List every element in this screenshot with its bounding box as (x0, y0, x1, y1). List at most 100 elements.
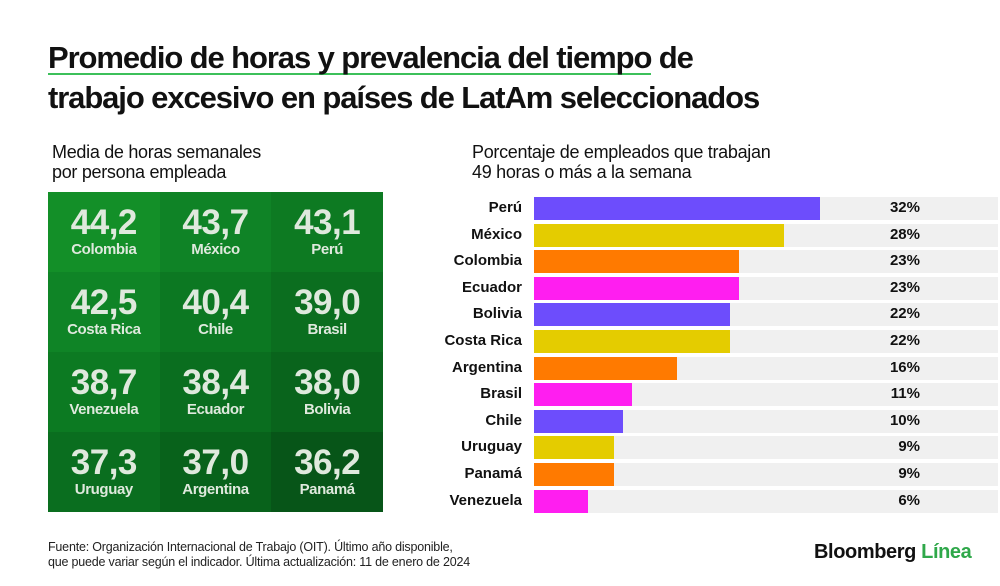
bar (534, 489, 588, 513)
hours-value: 38,7 (70, 363, 138, 402)
hours-cell: 37,0 Argentina (159, 432, 272, 512)
hours-country: Uruguay (74, 481, 133, 498)
title-line1-rest: de (651, 40, 694, 75)
source-line1: Fuente: Organización Internacional de Tr… (48, 540, 453, 554)
bar-row: Ecuador 23% (430, 276, 1000, 300)
hours-value: 36,2 (294, 443, 361, 482)
bar (534, 409, 624, 433)
hours-value: 40,4 (182, 283, 249, 322)
hours-cell: 43,7 México (159, 192, 272, 272)
bar (534, 330, 731, 353)
bar-category-label: Argentina (451, 358, 522, 376)
hours-cell: 37,3 Uruguay (48, 432, 160, 512)
bar-category-label: México (471, 225, 522, 243)
hours-value: 42,5 (70, 283, 138, 322)
bar-value-label: 28% (889, 225, 920, 243)
bar-value-label: 22% (889, 305, 920, 323)
bloomberg-linea-logo: Bloomberg Línea (814, 541, 972, 564)
hours-cell: 38,0 Bolivia (271, 352, 383, 432)
bar-track (534, 489, 998, 513)
hours-cell: 43,1 Perú (271, 192, 383, 272)
title-highlight: Promedio de horas y prevalencia del tiem… (48, 40, 652, 75)
bar (534, 436, 615, 460)
hours-cell: 36,2 Panamá (271, 432, 383, 512)
bar-value-label: 11% (890, 385, 920, 403)
bar (534, 303, 731, 327)
source-line2: que puede variar según el indicador. Últ… (48, 555, 470, 569)
bar (534, 197, 820, 220)
bar (534, 383, 633, 407)
hours-cell: 44,2 Colombia (48, 192, 160, 272)
bar-row: Argentina 16% (430, 356, 1000, 380)
source-note: Fuente: Organización Internacional de Tr… (48, 540, 470, 570)
hours-cell: 40,4 Chile (159, 272, 272, 352)
hours-cell: 42,5 Costa Rica (48, 272, 160, 352)
hours-country: Bolivia (303, 401, 351, 418)
bar-value-label: 16% (889, 358, 920, 376)
bar-value-label: 22% (889, 332, 920, 349)
bar-row: Venezuela 6% (430, 489, 1000, 513)
bar-track (534, 463, 998, 486)
bar-value-label: 23% (889, 252, 920, 270)
left-subtitle: Media de horas semanales por persona empl… (52, 142, 261, 182)
bar (534, 223, 784, 247)
right-subtitle-line1: Porcentaje de empleados que trabajan (472, 142, 771, 162)
hours-country: Chile (198, 321, 233, 338)
bar (534, 276, 740, 300)
hours-value: 39,0 (294, 283, 361, 322)
hours-value: 44,2 (70, 203, 138, 242)
hours-value: 38,4 (182, 363, 249, 402)
right-subtitle: Porcentaje de empleados que trabajan 49 h… (472, 142, 771, 182)
hours-country: Costa Rica (67, 321, 141, 338)
chart-title: Promedio de horas y prevalencia del tiem… (48, 38, 760, 118)
hours-country: Venezuela (69, 401, 139, 418)
bar-value-label: 6% (898, 491, 920, 509)
hours-value: 43,1 (294, 203, 361, 242)
bar-row: Chile 10% (430, 409, 1000, 433)
bar-category-label: Chile (485, 411, 522, 429)
bar-row: Colombia 23% (430, 250, 1000, 274)
hours-value: 37,3 (70, 443, 138, 482)
bar-category-label: Costa Rica (444, 332, 522, 349)
bar (534, 250, 740, 274)
bar-track (534, 383, 998, 407)
bar-value-label: 32% (889, 199, 920, 216)
hours-country: Brasil (307, 321, 348, 338)
hours-country: México (191, 241, 240, 258)
bar-category-label: Uruguay (461, 438, 522, 456)
bar-category-label: Colombia (453, 252, 522, 270)
hours-country: Panamá (299, 481, 356, 498)
bar-value-label: 10% (889, 411, 920, 429)
bar-value-label: 9% (898, 438, 920, 456)
bar-category-label: Brasil (480, 385, 522, 403)
bar-category-label: Ecuador (461, 278, 522, 296)
hours-value: 37,0 (182, 443, 249, 482)
bar-value-label: 23% (889, 278, 920, 296)
hours-cell: 38,7 Venezuela (48, 352, 160, 432)
bar-row: Perú 32% (430, 197, 1000, 220)
bar-value-label: 9% (898, 465, 920, 482)
hours-country: Colombia (71, 241, 137, 258)
left-subtitle-line2: por persona empleada (52, 162, 227, 182)
bar-row: México 28% (430, 223, 1000, 247)
bar (534, 463, 615, 486)
bar-row: Panamá 9% (430, 463, 1000, 486)
hours-country: Argentina (182, 481, 249, 498)
hours-cell: 39,0 Brasil (271, 272, 383, 352)
bar-track (534, 409, 998, 433)
bar-category-label: Bolivia (472, 305, 522, 323)
hours-grid: 44,2 Colombia 43,7 México 43,1 Perú 42,5 Costa … (48, 192, 383, 512)
title-line2: trabajo excesivo en países de LatAm sele… (48, 80, 760, 115)
hours-country: Perú (311, 241, 344, 258)
bar-row: Costa Rica 22% (430, 330, 1000, 353)
hours-country: Ecuador (186, 401, 245, 418)
bar-track (534, 436, 998, 460)
bar-category-label: Panamá (464, 465, 522, 482)
bar-row: Brasil 11% (430, 383, 1000, 407)
bar-row: Uruguay 9% (430, 436, 1000, 460)
right-subtitle-line2: 49 horas o más a la semana (472, 162, 692, 182)
logo-part2: Línea (921, 541, 972, 563)
hours-value: 38,0 (294, 363, 361, 402)
bar-category-label: Perú (488, 199, 522, 216)
left-subtitle-line1: Media de horas semanales (52, 142, 261, 162)
